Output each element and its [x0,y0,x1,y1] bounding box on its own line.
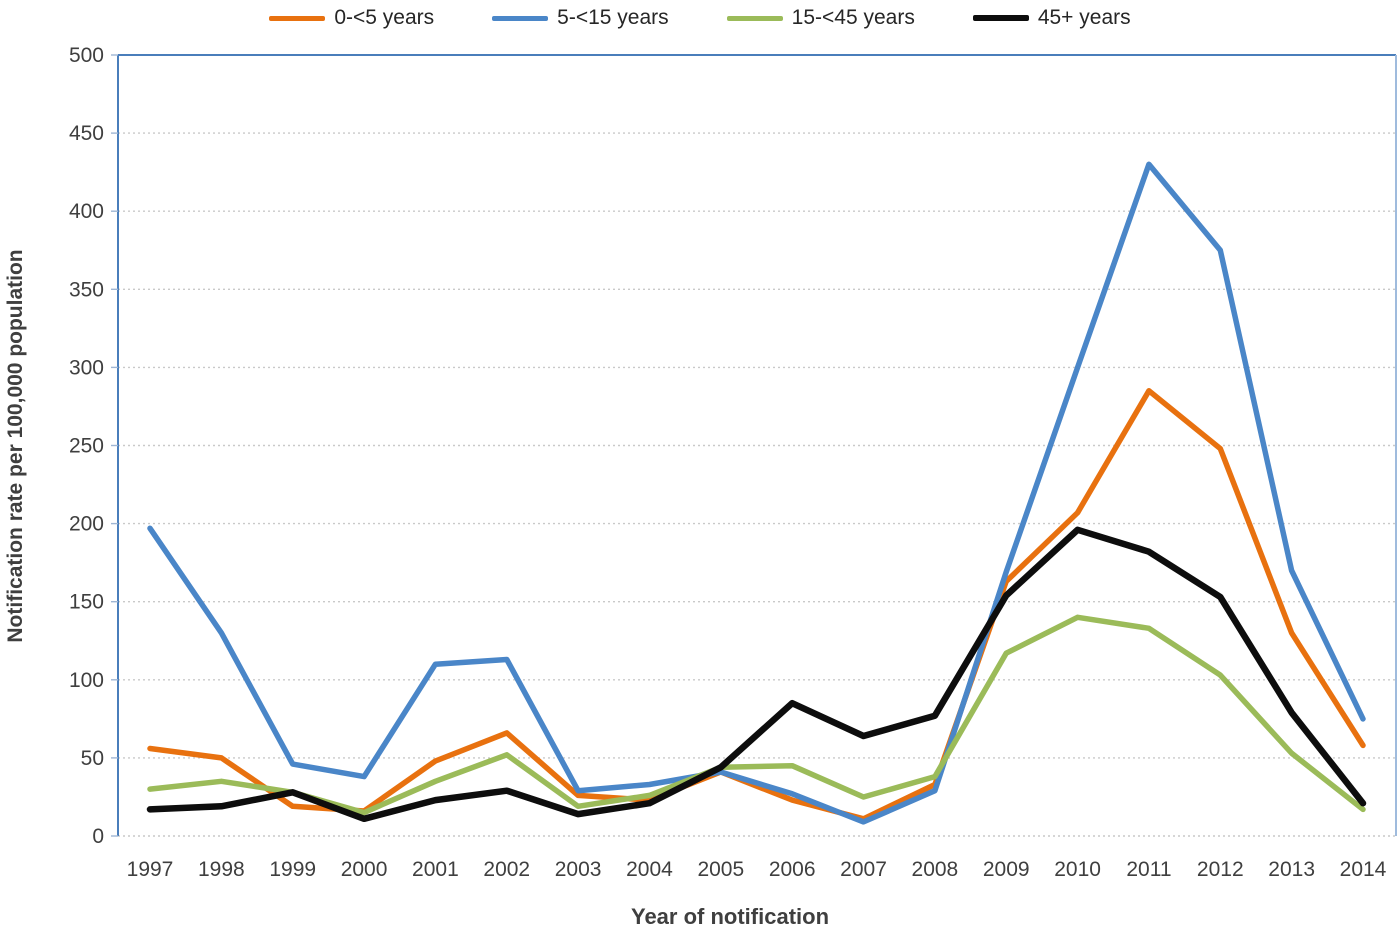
x-tick-label: 2013 [1268,858,1315,881]
y-tick-label: 350 [69,278,104,301]
grid-layer [118,132,1396,837]
y-tick-label: 50 [81,747,104,770]
series-line-5-15-years [147,161,1366,825]
series-line-45-years [146,526,1367,823]
y-axis-title: Notification rate per 100,000 population [4,249,27,642]
legend-item-3: 45+ years [972,6,1131,30]
chart-legend: 0-<5 years 5-<15 years 15-<45 years 45+ yea… [0,2,1400,34]
x-tick-label: 1997 [127,858,174,881]
legend-swatch-2 [726,15,783,21]
legend-label-0: 0-<5 years [334,6,435,29]
x-tick-label: 2003 [555,858,602,881]
x-tick-label: 2006 [769,858,816,881]
y-tick-label: 250 [69,435,104,458]
x-tick-label: 2005 [697,858,744,881]
x-tick-label: 1999 [269,858,316,881]
x-tick-label: 2012 [1197,858,1244,881]
y-tick-label: 100 [69,669,104,692]
legend-item-0: 0-<5 years [269,6,434,30]
legend-swatch-1 [492,15,549,21]
legend-label-2: 15-<45 years [791,6,915,29]
y-tick-label: 0 [92,825,104,848]
x-tick-label: 2008 [912,858,959,881]
y-tick-label: 300 [69,356,104,379]
tick-layer: 0 50 100 150 200 250 300 350 400 450 500 1997 1998 19… [69,44,1387,881]
y-tick-label: 200 [69,513,104,536]
x-axis-title: Year of notification [631,904,829,929]
y-tick-label: 500 [69,44,104,67]
x-tick-label: 2014 [1340,858,1387,881]
x-tick-label: 1998 [198,858,245,881]
legend-label-3: 45+ years [1037,6,1131,29]
legend-item-1: 5-<15 years [492,6,669,30]
legend-swatch-3 [972,15,1029,21]
y-tick-label: 150 [69,591,104,614]
x-tick-label: 2010 [1054,858,1101,881]
y-tick-label: 450 [69,122,104,145]
legend-item-2: 15-<45 years [726,6,915,30]
series-line-0-5-years [147,388,1366,822]
legend-swatch-0 [269,15,326,21]
x-tick-label: 2004 [626,858,673,881]
x-tick-label: 2007 [840,858,887,881]
series-line-15-45-years [147,614,1366,816]
x-tick-label: 2002 [483,858,530,881]
x-tick-label: 2009 [983,858,1030,881]
legend-label-1: 5-<15 years [557,6,669,29]
x-tick-label: 2000 [341,858,388,881]
x-tick-label: 2001 [412,858,459,881]
series-layer [146,161,1367,825]
y-tick-label: 400 [69,200,104,223]
x-tick-label: 2011 [1126,858,1171,881]
